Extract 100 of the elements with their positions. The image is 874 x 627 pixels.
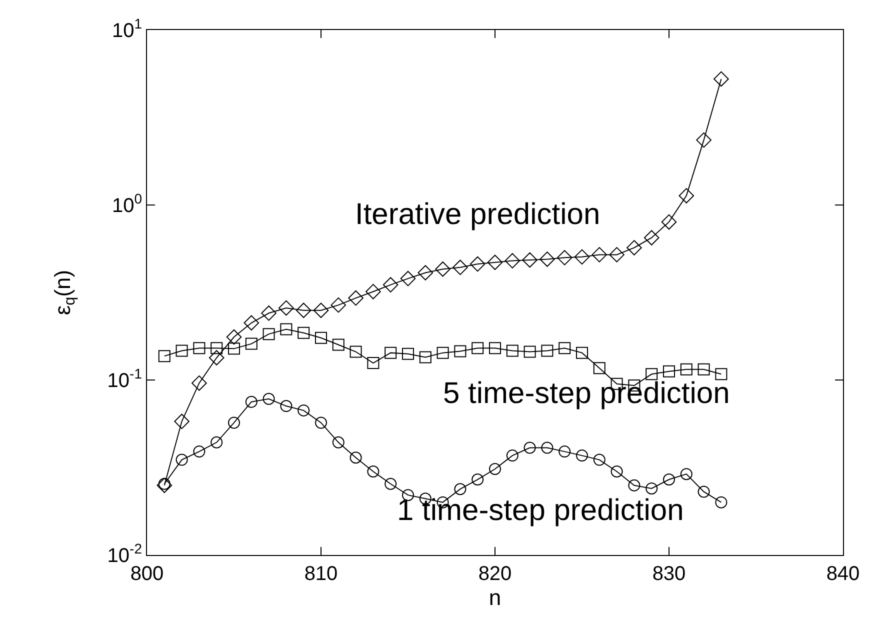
point [193,342,206,354]
point [332,436,344,448]
point [156,478,172,494]
x-axis-title: n [488,585,502,610]
point [574,249,590,265]
point [541,344,554,357]
annotation: Iterative prediction [355,198,600,231]
x-tick-label: 820 [478,563,512,585]
point [452,260,468,276]
point [644,230,660,246]
point [245,396,258,408]
point [193,446,206,458]
point [696,132,712,148]
point [541,442,554,454]
point [330,297,346,313]
point [192,375,207,391]
point [524,442,536,454]
point [504,253,520,268]
point [228,416,240,429]
point [367,466,380,478]
point [593,362,606,374]
point [436,346,449,359]
point [261,306,276,321]
point [419,351,432,364]
point [661,214,677,230]
point [714,71,729,87]
x-tick-label: 830 [652,563,686,585]
point [367,357,380,370]
point [715,496,728,508]
point [609,247,624,262]
point [646,482,658,494]
point [280,400,292,412]
point [489,342,501,354]
point [384,478,397,490]
x-tick-label: 810 [304,563,338,585]
point [245,338,258,350]
point [332,338,344,351]
point [678,188,694,204]
point [454,345,466,358]
point [472,474,484,486]
point [313,302,329,318]
point [454,483,466,496]
point [556,250,572,266]
point [472,342,484,354]
point [593,454,606,466]
point [506,344,518,357]
point [435,261,450,277]
point [576,450,588,462]
annotation: 1 time-step prediction [397,494,684,527]
point [280,323,292,336]
point [506,450,518,462]
point [524,346,536,358]
point [262,392,275,405]
point [663,474,675,486]
point [296,302,312,318]
point [210,436,223,448]
point [350,346,362,358]
point [315,332,327,344]
point [628,479,640,492]
point [470,256,486,272]
point [384,346,397,359]
point [680,468,692,480]
point [278,300,294,316]
point [418,265,434,280]
point [646,368,658,380]
point [487,254,503,270]
annotation: 5 time-step prediction [443,377,730,410]
y-tick-label: 10$^{-1}$ [107,366,142,392]
x-tick-label: 840 [826,563,860,585]
point [244,315,260,331]
point [176,454,188,466]
point [174,414,190,430]
point [350,452,362,464]
point [210,342,223,354]
point [558,342,571,354]
point [366,284,381,300]
point [592,247,608,262]
point [176,344,188,357]
point [680,363,692,376]
point [298,326,310,339]
point [698,486,710,498]
y-tick-label: 10$^{0}$ [112,190,142,217]
point [228,342,240,355]
point [522,252,538,268]
y-tick-label: 10$^{1}$ [112,16,142,42]
point [558,446,571,458]
point [715,368,728,380]
point [158,350,170,362]
point [576,346,588,359]
point [402,348,414,360]
point [382,277,398,292]
point [663,365,675,378]
point [226,329,242,345]
point [698,363,710,376]
point [348,290,364,306]
point [262,328,275,340]
point [208,350,224,366]
point [626,240,642,256]
point [298,404,310,416]
point [610,466,623,478]
